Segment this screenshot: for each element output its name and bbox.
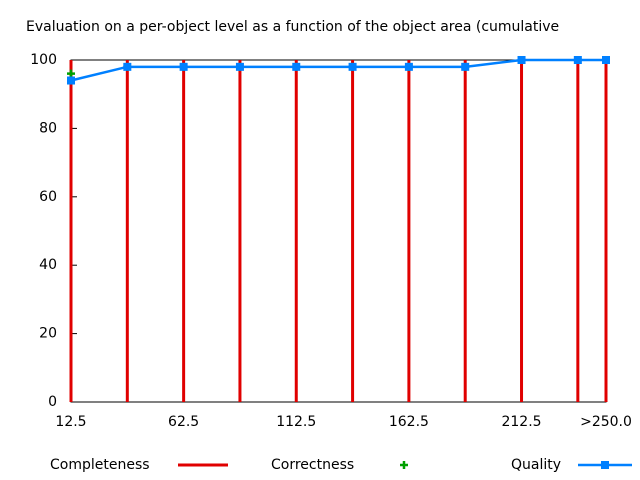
point (602, 56, 610, 64)
x-tick-label: 62.5 (168, 414, 199, 430)
x-tick-label: 212.5 (501, 414, 541, 430)
point (67, 69, 75, 78)
x-tick-label: >250.0 (580, 414, 632, 430)
y-tick-label: 40 (39, 257, 57, 273)
legend-label: Completeness (50, 457, 150, 473)
x-tick-label: 162.5 (389, 414, 429, 430)
point (404, 62, 413, 71)
chart-title: Evaluation on a per-object level as a fu… (26, 19, 559, 35)
y-tick-label: 80 (39, 120, 57, 136)
point (179, 62, 188, 71)
point (573, 56, 582, 64)
x-tick-label: 112.5 (276, 414, 316, 430)
point (123, 62, 132, 71)
y-tick-label: 100 (30, 52, 57, 68)
point (517, 56, 526, 64)
point (461, 62, 470, 71)
legend-swatch (601, 461, 609, 469)
y-tick-label: 20 (39, 326, 57, 342)
y-tick-label: 60 (39, 189, 57, 205)
point (67, 76, 75, 85)
y-tick-label: 0 (48, 394, 57, 410)
point (292, 62, 301, 71)
legend-label: Quality (511, 457, 561, 473)
point (348, 62, 357, 71)
x-tick-label: 12.5 (55, 414, 86, 430)
point (235, 62, 244, 71)
legend-label: Correctness (271, 457, 354, 473)
legend-swatch (400, 461, 408, 469)
